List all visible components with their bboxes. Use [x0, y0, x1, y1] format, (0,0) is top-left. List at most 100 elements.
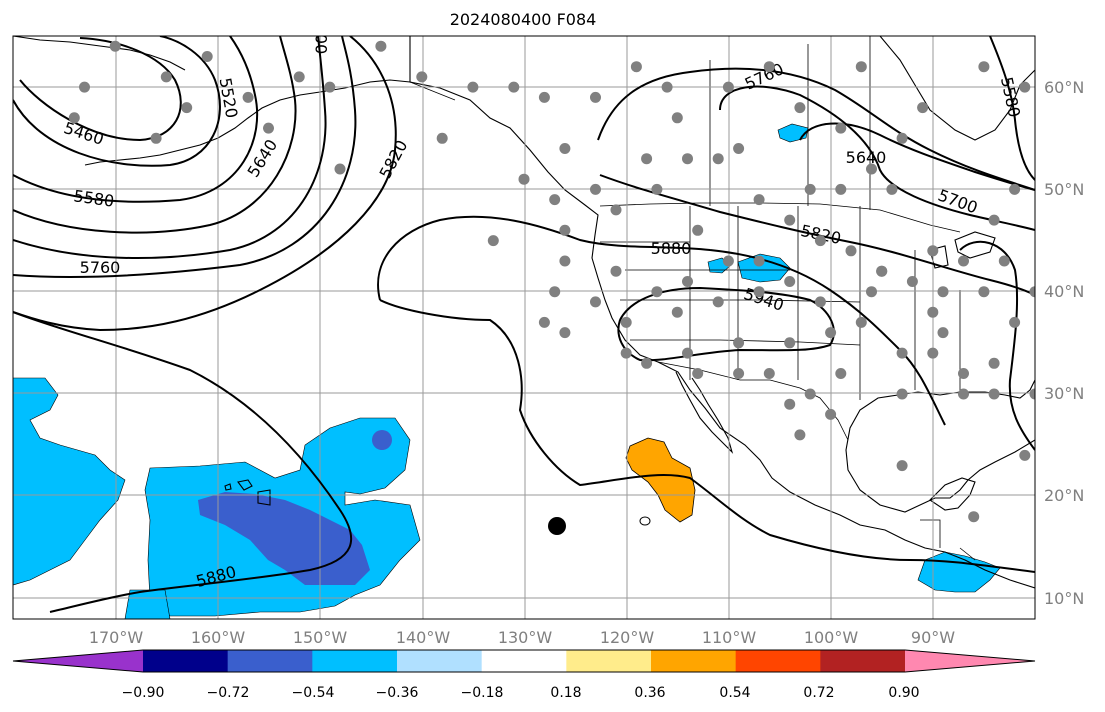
negative-anomaly-spot [372, 430, 392, 450]
contour-5880-pacific [13, 311, 353, 613]
colorbar-extend-high [905, 650, 1035, 672]
station-dot [733, 143, 745, 154]
station-dot [651, 286, 663, 298]
station-dot [671, 112, 683, 124]
station-dot [79, 81, 90, 93]
station-dot [927, 245, 939, 257]
station-dot [978, 61, 990, 73]
lat-tick-label: 10°N [1044, 589, 1084, 608]
station-dot [937, 286, 949, 298]
contour-5580 [13, 36, 259, 203]
lon-tick-label: 160°W [191, 628, 246, 647]
colorbar-tick-label: −0.90 [122, 685, 165, 701]
station-dot [651, 183, 663, 195]
station-dot [559, 224, 571, 236]
station-dot [784, 398, 796, 410]
station-dot [886, 183, 898, 195]
station-dot [825, 327, 837, 339]
station-dot [549, 194, 561, 206]
station-dot [109, 40, 121, 52]
station-dot [896, 132, 908, 144]
station-dot [559, 327, 571, 339]
station-dot [814, 235, 826, 247]
station-dot [784, 276, 796, 287]
station-dot [855, 316, 867, 328]
station-dot [620, 347, 632, 359]
station-dot [876, 265, 888, 277]
station-dot [181, 102, 193, 114]
colorbar-segment [651, 650, 737, 672]
colorbar-tick-label: 0.54 [719, 685, 750, 701]
lat-tick-label: 50°N [1044, 180, 1084, 199]
station-dot [958, 368, 969, 379]
station-dot [835, 368, 847, 379]
station-dot [518, 173, 530, 185]
station-dot [610, 204, 622, 216]
observation-stations [68, 20, 1035, 523]
station-dot [835, 183, 847, 195]
lon-tick-label: 150°W [293, 628, 348, 647]
station-dot [896, 388, 908, 400]
contour-5820-east [599, 174, 1035, 296]
colorbar-tick-label: −0.72 [207, 685, 250, 701]
gulf-of-mexico-coastline [845, 379, 1035, 513]
colorbar-tick-label: 0.36 [634, 685, 665, 701]
colorbar-segment [820, 650, 906, 672]
yucatan-coastline [929, 477, 976, 511]
colorbar-tick-label: −0.54 [292, 685, 335, 701]
colorbar-segment [312, 650, 398, 672]
station-dot [293, 71, 305, 83]
station-dot [263, 122, 274, 134]
station-dot [201, 51, 213, 62]
negative-anomaly-region-hawaii-core [198, 492, 370, 585]
colorbar-tick-labels: −0.90 −0.72 −0.54 −0.36 −0.18 0.18 0.36 … [122, 685, 920, 701]
station-dot [559, 143, 571, 154]
station-dot [324, 81, 336, 93]
station-dot [1019, 449, 1031, 461]
alaska-canada-border [409, 36, 456, 101]
station-dot [590, 91, 601, 103]
negative-anomaly-region-west [13, 377, 126, 586]
station-dot [538, 91, 550, 103]
shaded-anomaly-regions [13, 123, 1001, 619]
lon-tick-label: 130°W [498, 628, 553, 647]
contour-label: 5760 [80, 258, 121, 277]
station-dot [682, 347, 693, 359]
station-dot [958, 388, 969, 400]
station-dot [641, 357, 653, 369]
lon-tick-label: 120°W [600, 628, 655, 647]
station-dot [988, 357, 1000, 369]
station-dot [610, 265, 622, 277]
contour-5700 [13, 36, 327, 259]
station-dot [334, 163, 346, 175]
map-frame [12, 35, 1036, 620]
station-dot [487, 235, 499, 247]
positive-anomaly-region-baja [625, 437, 696, 523]
black-marker [548, 517, 566, 535]
station-dot [538, 316, 550, 328]
station-dot [150, 132, 162, 144]
station-dot [927, 20, 938, 31]
contour-5820 [13, 36, 397, 332]
station-dot [794, 429, 806, 441]
station-dot [692, 224, 704, 236]
graticule [13, 36, 1035, 619]
negative-anomaly-region-rockies [737, 253, 791, 283]
station-dot [804, 183, 816, 195]
station-dot [814, 296, 826, 308]
station-dot [467, 81, 479, 93]
colorbar-tick-label: 0.18 [550, 685, 581, 701]
geopotential-height-contours [13, 36, 1035, 613]
colorbar-tick-label: 0.90 [888, 685, 919, 701]
station-dot [958, 255, 969, 267]
colorbar-segment [397, 650, 483, 672]
colorbar-tick-label: −0.18 [461, 685, 504, 701]
lat-tick-label: 30°N [1044, 384, 1084, 403]
contour-5640 [13, 36, 297, 234]
station-dot [661, 81, 673, 93]
contour-5640-east [799, 122, 1035, 191]
station-dot [998, 255, 1010, 267]
contour-label: 5640 [846, 148, 887, 167]
station-dot [763, 368, 775, 379]
central-america-borders [920, 519, 976, 561]
